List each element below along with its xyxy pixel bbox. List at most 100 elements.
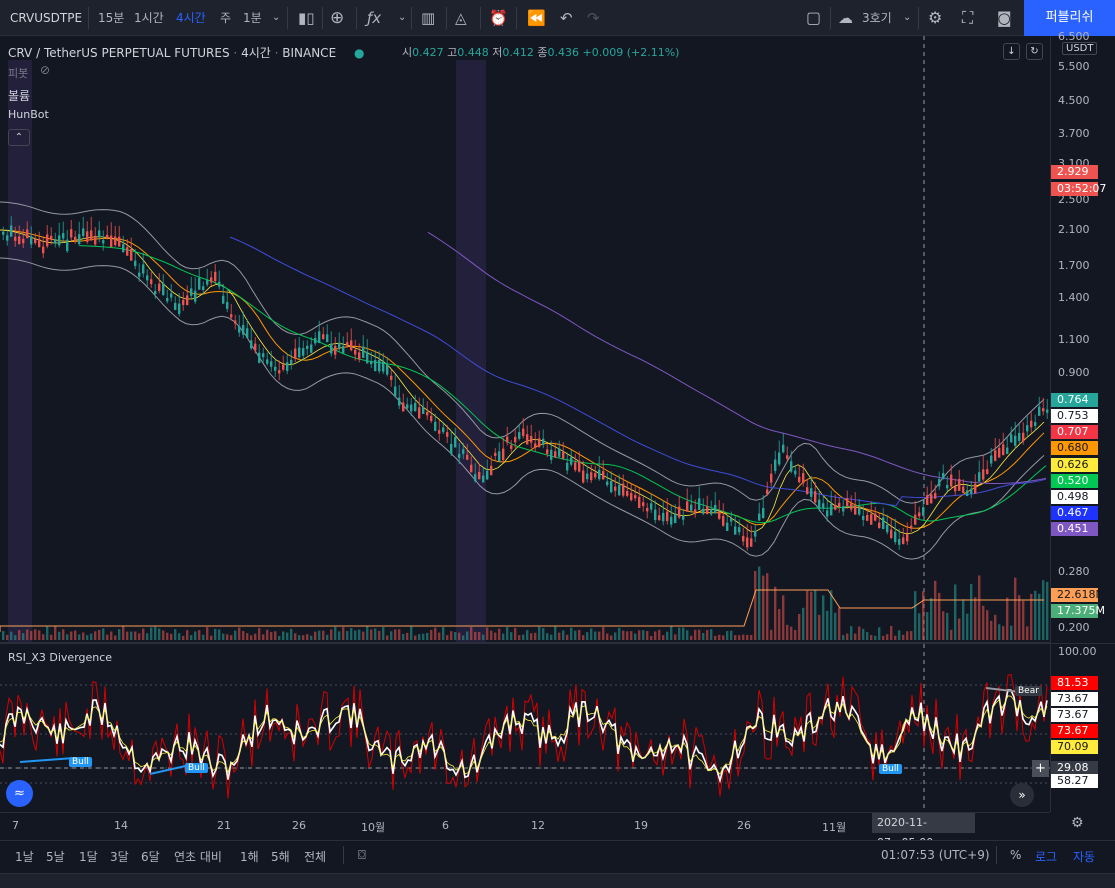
chevron-down-icon[interactable]: ⌄ [272,12,281,23]
candle-body [134,260,137,267]
scroll-down-icon[interactable]: ↓ [1003,43,1020,60]
camera-icon[interactable]: ◙ [997,9,1012,27]
scroll-right-icon[interactable]: » [1010,783,1034,807]
interval-4h[interactable]: 4시간 [176,11,206,25]
candle-body [274,366,277,371]
financials-icon[interactable]: ▥ [421,9,436,27]
range-5y[interactable]: 5해 [271,850,290,864]
reset-icon[interactable]: ↻ [1026,43,1043,60]
volume-bar [842,635,845,640]
chevron-down-icon[interactable]: ⌄ [903,12,912,23]
chevron-down-icon[interactable]: ⌄ [398,12,407,23]
auto-toggle[interactable]: 자동 [1073,850,1096,864]
interval-15m[interactable]: 15분 [98,11,125,25]
price-axis[interactable] [1050,36,1115,812]
indicator-volume[interactable]: 볼륨 [8,89,31,103]
volume-bar [934,580,937,640]
log-toggle[interactable]: 로그 [1035,850,1058,864]
candle-body [794,470,797,475]
tradingview-logo-icon[interactable]: ≈ [6,780,33,807]
candle-body [14,236,17,241]
undo-icon[interactable]: ↶ [560,9,573,27]
crosshair-time-label: 2020-11-07 05:00 [872,813,975,849]
indicators-fx-icon[interactable]: ƒx [367,9,382,27]
interval-week[interactable]: 주 [220,11,232,25]
volume-bar [646,631,649,640]
candle-body [270,361,273,367]
range-ytd[interactable]: 연초 대비 [174,850,222,864]
volume-bar [150,627,153,640]
redo-icon[interactable]: ↷ [587,9,600,27]
volume-bar [1006,597,1009,640]
price-tick: 0.200 [1058,621,1090,634]
volume-bar [966,613,969,640]
volume-bar [998,624,1001,640]
candle-body [942,472,945,480]
candle-body [738,527,741,533]
rsi-indicator-title[interactable]: RSI_X3 Divergence [8,651,113,664]
interval-1h[interactable]: 1시간 [134,11,164,25]
percent-toggle[interactable]: % [1010,848,1022,862]
interval-1m[interactable]: 1분 [243,11,262,25]
candle-body [778,452,781,465]
volume-bar [66,634,69,640]
volume-bar [370,629,373,640]
volume-bar [46,626,49,640]
volume-bar [238,627,241,640]
candle-body [506,436,509,443]
range-1m[interactable]: 1달 [79,850,98,864]
candle-body [622,483,625,496]
candle-body [370,361,373,365]
range-5d[interactable]: 5날 [46,850,65,864]
expand-icon[interactable]: ⛶ [962,8,974,27]
replay-icon[interactable]: ⏪ [527,9,546,27]
alert-clock-icon[interactable]: ⏰ [489,9,508,27]
symbol-pair[interactable]: CRV / TetherUS PERPETUAL FUTURES [8,46,230,60]
bottom-panel-tabs[interactable] [0,873,1115,888]
price-tag: 0.451 [1051,522,1098,536]
pane-divider[interactable] [1050,643,1115,644]
symbol-search[interactable]: CRVUSDTPE [10,11,83,25]
candle-body [22,238,25,244]
volume-bar [354,630,357,640]
layout-name[interactable]: 3호기 [862,11,892,25]
indicator-hunbot[interactable]: HunBot [8,108,49,121]
range-1y[interactable]: 1해 [240,850,259,864]
chart-settings-gear-icon[interactable]: ⚙ [1071,815,1084,831]
candle-body [698,498,701,510]
add-plus-icon[interactable]: + [1032,760,1049,777]
volume-bar [334,626,337,640]
candle-body [634,495,637,499]
currency-label[interactable]: USDT [1062,42,1098,55]
collapse-legend-button[interactable]: ⌃ [8,129,30,146]
eye-hidden-icon[interactable]: ⊘ [40,63,51,77]
volume-bar [102,628,105,640]
fullscreen-square-icon[interactable]: ▢ [806,8,822,27]
range-3m[interactable]: 3달 [110,850,129,864]
compare-plus-icon[interactable]: ⊕ [330,8,345,28]
candle-body [830,503,833,516]
settings-gear-icon[interactable]: ⚙ [928,8,943,27]
volume-bar [30,631,33,640]
range-6m[interactable]: 6달 [141,850,160,864]
volume-bar [814,590,817,640]
indicator-pivot[interactable]: 피봇 [8,67,29,80]
ema-purple [427,231,1047,484]
candle-body [606,481,609,486]
goto-date-icon[interactable]: ⌼ [358,848,366,863]
range-1d[interactable]: 1날 [15,850,34,864]
publish-button[interactable]: 퍼블리쉬 [1024,0,1115,36]
toolbar-divider [356,7,357,29]
clock-timezone[interactable]: 01:07:53 (UTC+9) [881,848,990,862]
volume-bar [290,628,293,640]
volume-bar [1014,577,1017,640]
cloud-icon[interactable]: ☁ [838,9,853,27]
candle-body [986,469,989,474]
candle-body [1010,434,1013,443]
range-all[interactable]: 전체 [304,850,327,864]
candles-icon[interactable]: ▮▯ [298,9,315,27]
volume-bar [894,635,897,640]
templates-icon[interactable]: ◬ [455,9,467,27]
volume-bar [874,635,877,640]
